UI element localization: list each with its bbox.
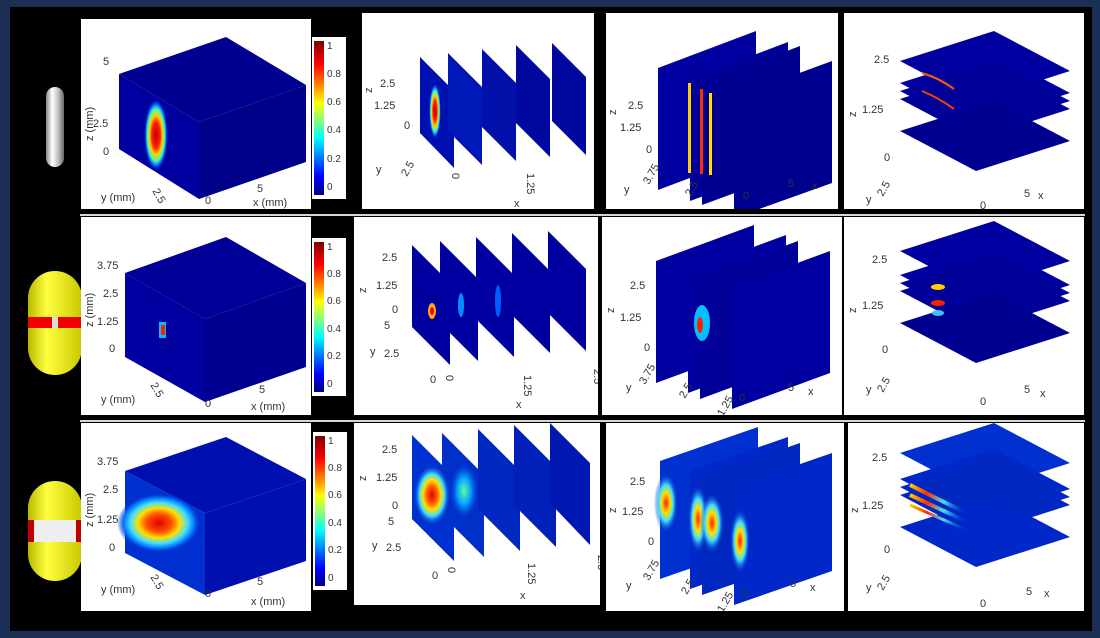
colorbar: 1 0.8 0.6 0.4 0.2 0 xyxy=(312,238,346,396)
yz-slices-plot-row2: 2.5 1.25 0 z 5 y 2.5 0 0 1.25 2.5 x xyxy=(354,217,598,415)
yz-slices-plot-row1: 2.5 1.25 0 z y 2.5 0 1.25 2.5 x xyxy=(362,13,594,209)
xz-slices-plot-row3: 2.5 1.25 0 z y 3.75 2.5 1.25 0 5 x xyxy=(606,423,844,611)
xz-slices-plot-row1: 2.5 1.25 0 z y 3.75 2.5 0 5 x xyxy=(606,13,838,209)
volume-plot-row1: 5 2.5 0 z (mm) y (mm) 2.5 0 5 x (mm) xyxy=(81,19,311,209)
xy-slices-plot-row2: 2.5 1.25 0 z y 2.5 0 5 x xyxy=(844,217,1084,415)
colorbar-gradient xyxy=(314,41,324,195)
x-axis-label: x (mm) xyxy=(253,197,288,209)
capsule-white-band-icon xyxy=(28,481,82,581)
colorbar-gradient xyxy=(315,436,325,586)
colorbar-gradient xyxy=(314,242,324,392)
y-axis-label: y (mm) xyxy=(101,192,136,204)
rod-icon xyxy=(46,87,64,167)
row-separator xyxy=(80,420,1085,422)
xz-slices-plot-row2: 2.5 1.25 0 z y 3.75 2.5 1.25 0 5 x xyxy=(602,217,842,415)
row-separator xyxy=(80,214,1085,216)
colorbar: 1 0.8 0.6 0.4 0.2 0 xyxy=(312,37,346,199)
xy-slices-plot-row1: 2.5 1.25 0 z y 2.5 0 5 x xyxy=(844,13,1084,209)
volume-plot-row2: 3.75 2.5 1.25 0 z (mm) y (mm) 2.5 0 5 x … xyxy=(81,217,311,415)
z-axis-label: z (mm) xyxy=(84,106,96,141)
xy-slices-plot-row3: 2.5 1.25 0 z y 2.5 0 5 x xyxy=(848,423,1084,611)
volume-plot-row3: 3.75 2.5 1.25 0 z (mm) y (mm) 2.5 0 5 x … xyxy=(81,423,311,611)
capsule-red-band-icon xyxy=(28,271,82,375)
colorbar: 1 0.8 0.6 0.4 0.2 0 xyxy=(313,432,347,590)
yz-slices-plot-row3: 2.5 1.25 0 z 5 y 2.5 0 0 1.25 2.5 x xyxy=(354,423,600,605)
